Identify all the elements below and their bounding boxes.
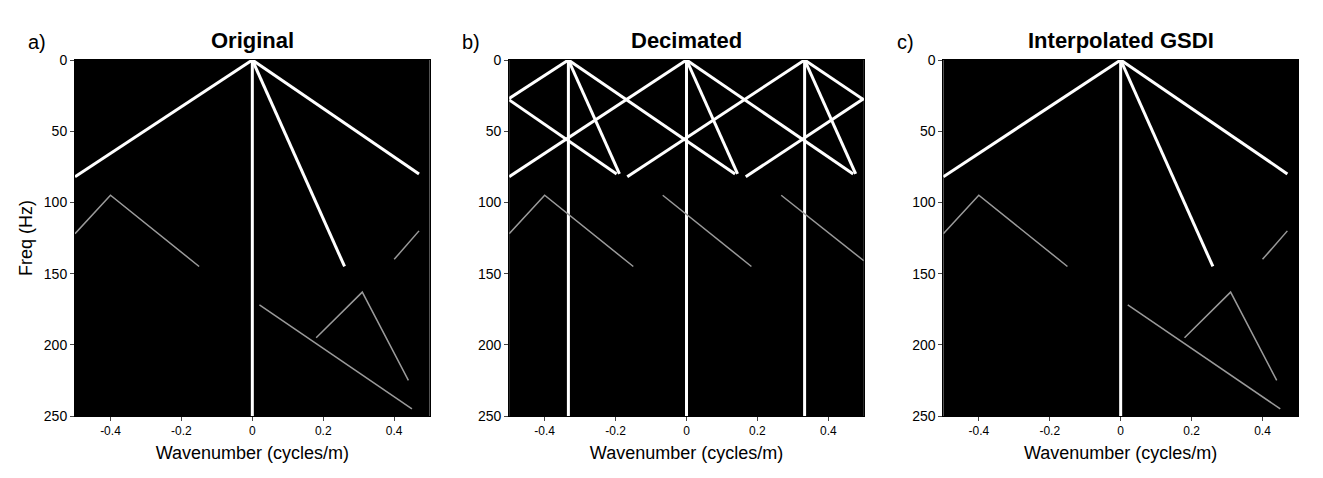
svg-text:100: 100 [912, 194, 936, 210]
svg-text:250: 250 [478, 408, 502, 424]
svg-text:0: 0 [928, 52, 936, 68]
svg-text:b): b) [462, 31, 480, 53]
svg-text:-0.4: -0.4 [534, 424, 555, 438]
svg-text:0: 0 [59, 52, 67, 68]
svg-text:-0.4: -0.4 [100, 424, 121, 438]
svg-text:200: 200 [478, 337, 502, 353]
svg-text:150: 150 [44, 266, 68, 282]
svg-text:0.4: 0.4 [820, 424, 837, 438]
svg-text:Interpolated GSDI: Interpolated GSDI [1028, 28, 1214, 53]
svg-text:0: 0 [494, 52, 502, 68]
svg-text:100: 100 [478, 194, 502, 210]
svg-text:50: 50 [52, 123, 68, 139]
svg-text:0: 0 [249, 424, 256, 438]
svg-text:-0.4: -0.4 [968, 424, 989, 438]
svg-text:Wavenumber (cycles/m): Wavenumber (cycles/m) [1024, 443, 1217, 463]
svg-text:250: 250 [44, 408, 68, 424]
svg-text:-0.2: -0.2 [1039, 424, 1060, 438]
svg-text:0.2: 0.2 [749, 424, 766, 438]
svg-text:Freq (Hz): Freq (Hz) [16, 200, 36, 276]
svg-text:200: 200 [912, 337, 936, 353]
svg-text:Decimated: Decimated [631, 28, 742, 53]
svg-text:150: 150 [912, 266, 936, 282]
svg-text:a): a) [28, 31, 46, 53]
svg-text:0: 0 [683, 424, 690, 438]
svg-text:0.2: 0.2 [1183, 424, 1200, 438]
svg-text:Wavenumber (cycles/m): Wavenumber (cycles/m) [156, 443, 349, 463]
svg-text:100: 100 [44, 194, 68, 210]
svg-text:Original: Original [211, 28, 294, 53]
svg-text:Wavenumber (cycles/m): Wavenumber (cycles/m) [590, 443, 783, 463]
svg-text:-0.2: -0.2 [605, 424, 626, 438]
svg-text:0: 0 [1117, 424, 1124, 438]
svg-text:250: 250 [912, 408, 936, 424]
svg-text:-0.2: -0.2 [171, 424, 192, 438]
svg-text:c): c) [897, 31, 914, 53]
svg-text:0.4: 0.4 [1254, 424, 1271, 438]
svg-text:50: 50 [920, 123, 936, 139]
svg-text:200: 200 [44, 337, 68, 353]
svg-text:0.4: 0.4 [386, 424, 403, 438]
svg-text:150: 150 [478, 266, 502, 282]
svg-text:50: 50 [486, 123, 502, 139]
svg-text:0.2: 0.2 [315, 424, 332, 438]
